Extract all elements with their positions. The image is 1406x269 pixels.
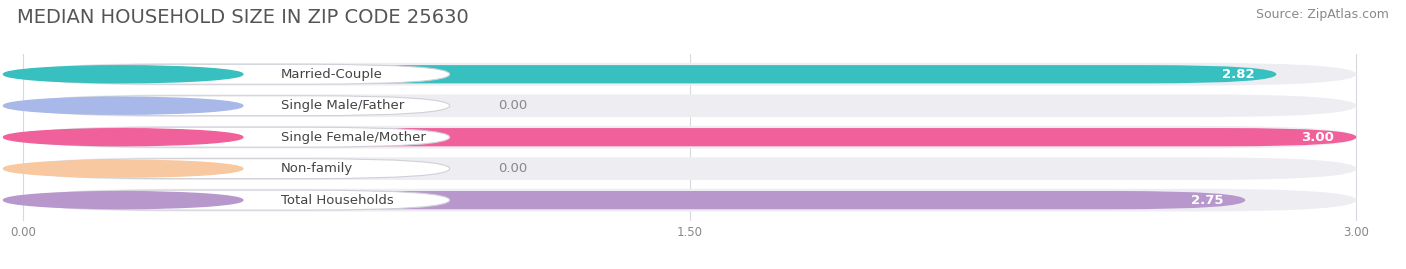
Text: 2.75: 2.75	[1191, 194, 1223, 207]
FancyBboxPatch shape	[22, 189, 1357, 211]
FancyBboxPatch shape	[22, 126, 1357, 148]
FancyBboxPatch shape	[22, 65, 1277, 83]
FancyBboxPatch shape	[27, 64, 450, 84]
Text: 0.00: 0.00	[499, 162, 527, 175]
FancyBboxPatch shape	[22, 94, 1357, 117]
Text: Source: ZipAtlas.com: Source: ZipAtlas.com	[1256, 8, 1389, 21]
Text: Total Households: Total Households	[281, 194, 394, 207]
Text: Married-Couple: Married-Couple	[281, 68, 382, 81]
Text: Non-family: Non-family	[281, 162, 353, 175]
FancyBboxPatch shape	[22, 191, 1246, 209]
FancyBboxPatch shape	[27, 159, 450, 179]
Circle shape	[3, 66, 243, 83]
FancyBboxPatch shape	[27, 96, 450, 116]
FancyBboxPatch shape	[22, 128, 1357, 146]
FancyBboxPatch shape	[27, 190, 450, 210]
Circle shape	[3, 160, 243, 177]
Text: 0.00: 0.00	[499, 99, 527, 112]
Text: Single Female/Mother: Single Female/Mother	[281, 131, 426, 144]
Text: MEDIAN HOUSEHOLD SIZE IN ZIP CODE 25630: MEDIAN HOUSEHOLD SIZE IN ZIP CODE 25630	[17, 8, 468, 27]
Text: Single Male/Father: Single Male/Father	[281, 99, 404, 112]
Circle shape	[3, 192, 243, 208]
Text: 3.00: 3.00	[1302, 131, 1334, 144]
FancyBboxPatch shape	[22, 63, 1357, 86]
FancyBboxPatch shape	[27, 127, 450, 147]
Circle shape	[3, 129, 243, 146]
Circle shape	[3, 97, 243, 114]
FancyBboxPatch shape	[22, 157, 1357, 180]
Text: 2.82: 2.82	[1222, 68, 1254, 81]
